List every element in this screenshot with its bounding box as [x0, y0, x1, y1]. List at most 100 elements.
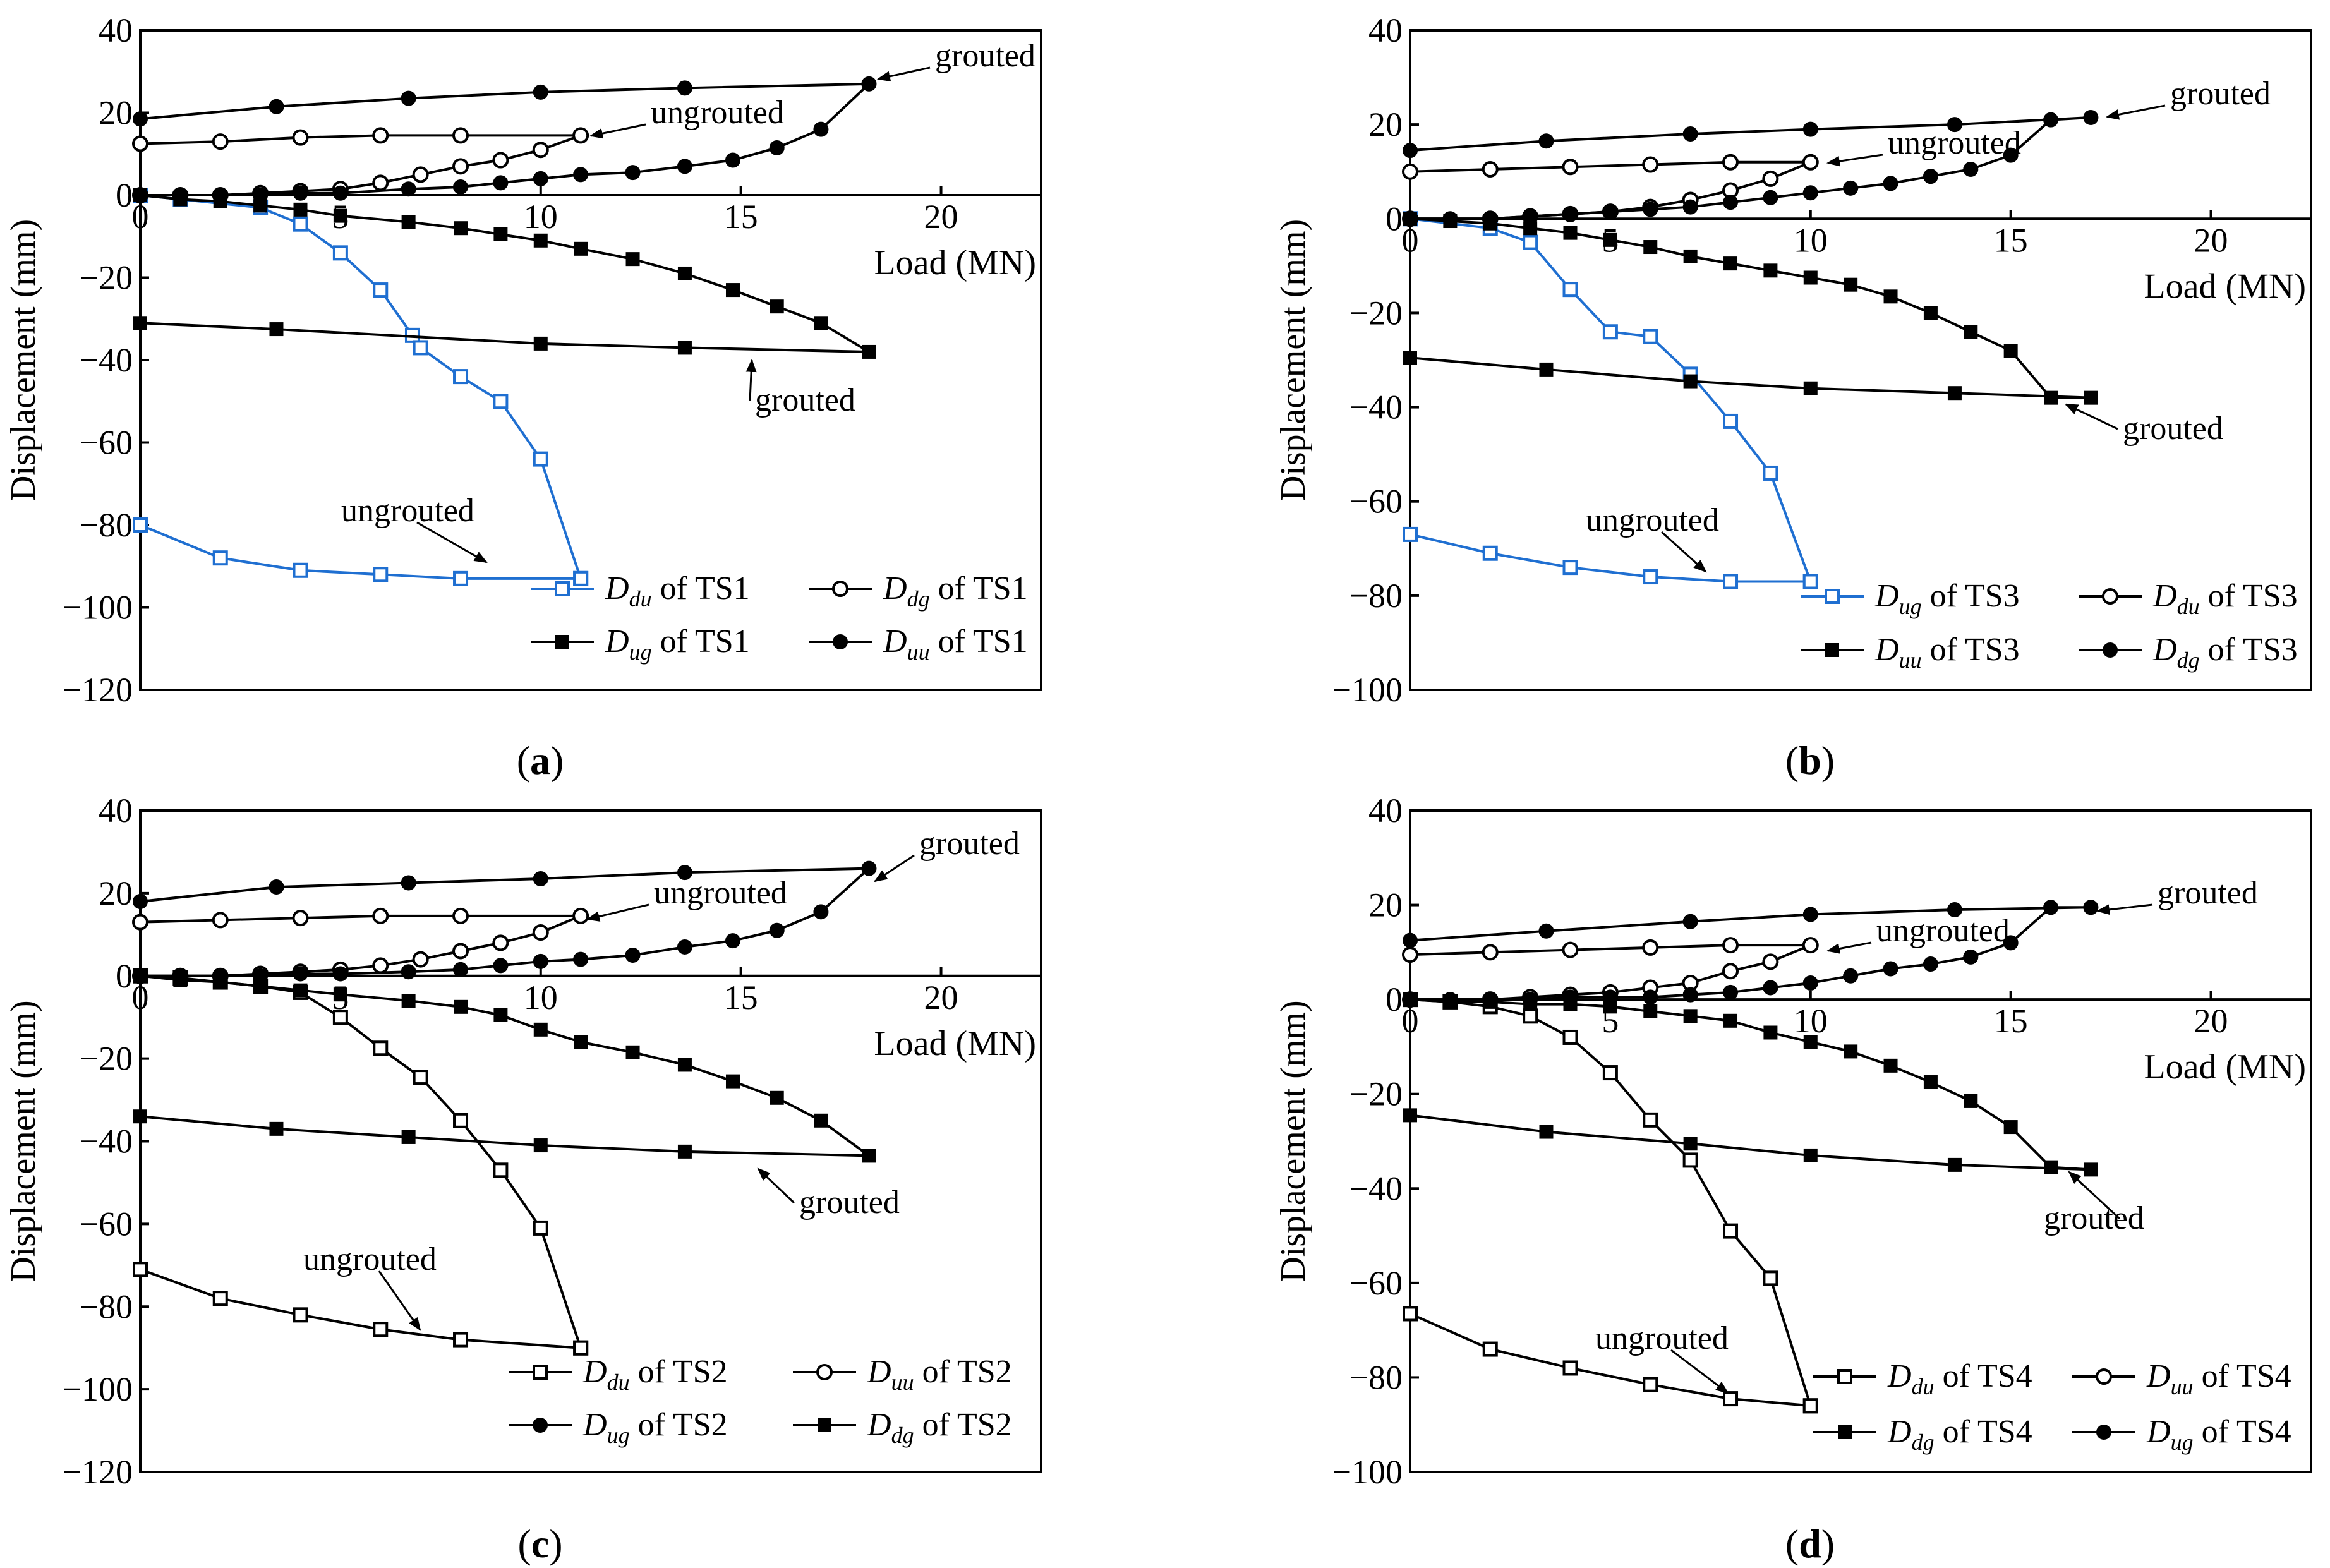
data-point — [373, 567, 389, 582]
data-point — [813, 121, 829, 137]
legend-entry: Duu of TS2 — [793, 1354, 1012, 1395]
data-point — [1602, 204, 1618, 220]
data-point — [492, 152, 509, 169]
data-point — [1523, 208, 1538, 224]
data-point — [1947, 1157, 1962, 1172]
data-point — [133, 1109, 147, 1124]
data-point — [401, 90, 416, 106]
series-line — [1409, 998, 2091, 1171]
annotation-label: grouted — [2044, 1200, 2144, 1236]
annotation-grouted: grouted — [2096, 875, 2258, 915]
data-point — [1883, 961, 1898, 977]
series-line — [140, 134, 581, 196]
data-point — [861, 76, 877, 92]
legend-marker — [533, 1418, 548, 1433]
annotation-grouted: grouted — [874, 826, 1020, 883]
data-point — [1682, 914, 1698, 929]
y-tick-label: 0 — [116, 176, 133, 214]
data-point — [1802, 937, 1819, 954]
data-point — [493, 227, 508, 241]
legend-marker — [1838, 1425, 1852, 1439]
annotation-label: grouted — [2158, 875, 2258, 911]
data-point — [173, 973, 188, 987]
data-point — [1643, 202, 1658, 217]
legend-entry: Ddg of TS1 — [809, 570, 1028, 612]
legend: Dug of TS3 Ddu of TS3 Duu of TS3 Ddg of TS3 — [1801, 578, 2298, 673]
series-ug-4 — [1403, 900, 2099, 1008]
panel-label: (a) — [517, 738, 564, 783]
data-point — [133, 893, 148, 909]
data-point — [2043, 112, 2059, 128]
data-point — [1643, 1377, 1658, 1392]
annotation-label: ungrouted — [651, 95, 784, 131]
data-point — [1482, 211, 1498, 227]
data-point — [372, 174, 389, 191]
legend-label: Ddu of TS3 — [2152, 578, 2298, 619]
data-point — [372, 957, 389, 974]
data-point — [1562, 941, 1579, 958]
legend-marker — [2103, 642, 2118, 658]
data-point — [725, 933, 740, 949]
data-point — [1964, 1094, 1978, 1108]
data-point — [2083, 900, 2099, 915]
x-tick-label: 10 — [524, 979, 558, 1016]
series-line — [140, 914, 581, 977]
annotation-ungrouted: ungrouted — [589, 95, 784, 139]
data-point — [533, 451, 548, 467]
data-point — [1403, 932, 1418, 948]
data-point — [625, 948, 641, 963]
data-point — [625, 252, 640, 267]
data-point — [677, 80, 692, 96]
data-point — [253, 979, 268, 994]
data-point — [1723, 1013, 1738, 1028]
data-point — [293, 202, 308, 217]
data-point — [453, 570, 469, 586]
data-point — [532, 924, 549, 941]
data-point — [1844, 1044, 1858, 1059]
annotation-arrow — [1826, 154, 1883, 167]
data-point — [1642, 156, 1659, 173]
data-point — [1643, 329, 1658, 344]
annotation-grouted: grouted — [757, 1167, 900, 1221]
data-point — [1802, 121, 1818, 137]
y-tick-label: −80 — [1349, 1358, 1403, 1396]
x-tick-label: 0 — [1402, 221, 1419, 259]
legend-label: Ddg of TS3 — [2152, 632, 2298, 673]
data-point — [413, 340, 428, 356]
legend-marker — [555, 635, 569, 649]
data-point — [1403, 351, 1417, 365]
annotation-arrow — [874, 854, 915, 883]
x-tick-label: 15 — [724, 979, 758, 1016]
legend-entry: Duu of TS3 — [1801, 632, 2020, 673]
data-point — [2003, 1120, 2018, 1135]
series-du-1 — [133, 968, 589, 1356]
data-point — [133, 111, 148, 127]
data-point — [1802, 154, 1819, 171]
data-point — [1802, 185, 1818, 201]
data-point — [1923, 1075, 1938, 1090]
y-tick-label: 0 — [1385, 980, 1403, 1018]
legend-entry: Ddg of TS2 — [793, 1407, 1012, 1448]
data-point — [1642, 939, 1659, 956]
data-point — [293, 562, 308, 578]
y-tick-label: −20 — [80, 259, 133, 297]
data-point — [1843, 180, 1859, 196]
annotation-ungrouted: ungrouted — [1826, 125, 2021, 167]
y-tick-label: 40 — [99, 11, 133, 49]
data-point — [1643, 240, 1658, 255]
legend-label: Ddu of TS2 — [582, 1354, 728, 1395]
data-point — [1723, 1223, 1739, 1239]
data-point — [133, 316, 147, 330]
legend-label: Ddg of TS4 — [1887, 1414, 2032, 1455]
data-point — [770, 299, 784, 314]
data-point — [1923, 306, 1938, 320]
data-point — [493, 175, 509, 191]
data-point — [533, 233, 548, 248]
legend-marker — [832, 581, 848, 597]
data-point — [401, 994, 416, 1008]
data-point — [1683, 1009, 1698, 1023]
data-point — [1403, 211, 1418, 227]
legend-entry: Ddg of TS4 — [1813, 1414, 2032, 1455]
